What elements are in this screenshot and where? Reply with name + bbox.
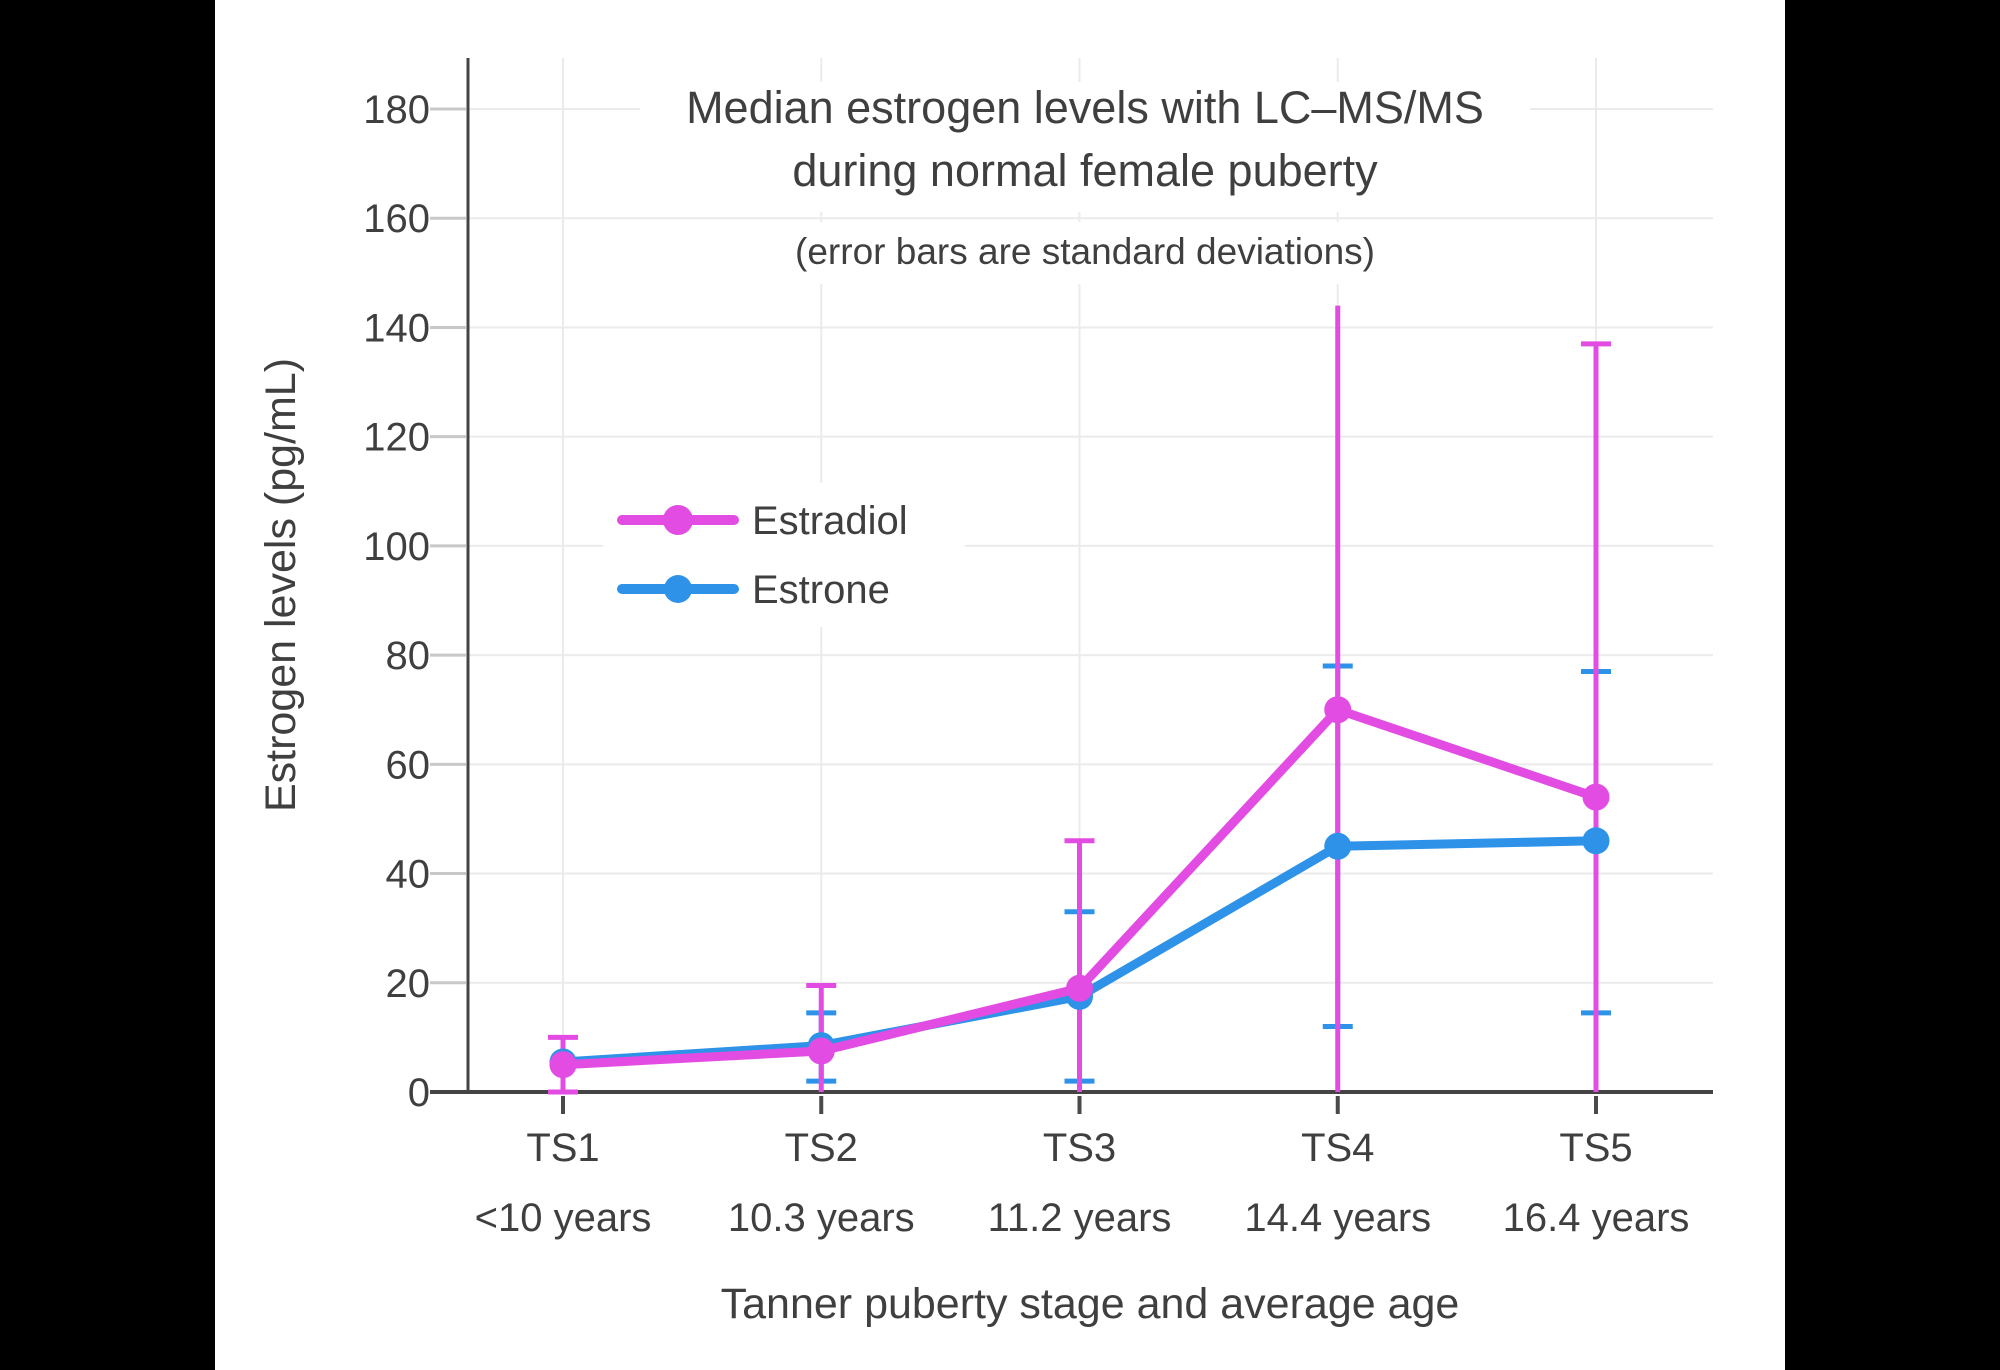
x-tick-label-age-TS5: 16.4 years <box>1503 1196 1690 1240</box>
y-tick-label-160: 160 <box>363 197 430 241</box>
y-tick-label-0: 0 <box>408 1071 430 1115</box>
legend-background <box>603 483 965 627</box>
series-layer <box>549 696 1610 1079</box>
x-tick-label-stage-TS2: TS2 <box>785 1126 858 1170</box>
legend-estrone-swatch-dot <box>664 575 692 603</box>
x-tick-label-stage-TS4: TS4 <box>1301 1126 1374 1170</box>
y-tick-label-20: 20 <box>386 962 431 1006</box>
data-point-estradiol-TS5 <box>1582 783 1610 811</box>
chart-title-line2: during normal female puberty <box>792 145 1378 196</box>
series-estradiol <box>549 696 1610 1079</box>
subtitle-background <box>770 222 1415 284</box>
legend-estradiol-label: Estradiol <box>752 499 908 543</box>
legend: Estradiol Estrone <box>603 483 965 627</box>
y-tick-label-60: 60 <box>386 743 431 787</box>
x-tick-label-age-TS4: 14.4 years <box>1244 1196 1431 1240</box>
y-axis-title: Estrogen levels (pg/mL) <box>257 358 305 812</box>
legend-estrone-label: Estrone <box>752 568 890 612</box>
axis-layer <box>430 58 1713 1114</box>
x-tick-label-stage-TS5: TS5 <box>1559 1126 1632 1170</box>
title-background <box>640 82 1530 212</box>
y-tick-label-180: 180 <box>363 88 430 132</box>
x-tick-label-age-TS1: <10 years <box>475 1196 652 1240</box>
y-tick-label-40: 40 <box>386 853 431 897</box>
data-point-estradiol-TS1 <box>549 1051 577 1079</box>
x-axis-title: Tanner puberty stage and average age <box>721 1280 1460 1328</box>
chart-subtitle: (error bars are standard deviations) <box>795 231 1375 272</box>
tick-label-layer: 0 20 40 60 80 100 120 140 160 180 TS1 <10 years TS2 1… <box>363 88 1689 1240</box>
y-tick-label-140: 140 <box>363 306 430 350</box>
data-point-estrone-TS4 <box>1324 832 1352 860</box>
legend-estradiol-swatch-dot <box>663 505 693 535</box>
data-point-estradiol-TS2 <box>807 1037 835 1065</box>
data-point-estradiol-TS4 <box>1324 696 1352 724</box>
y-tick-label-100: 100 <box>363 525 430 569</box>
x-tick-label-stage-TS3: TS3 <box>1043 1126 1116 1170</box>
data-point-estradiol-TS3 <box>1066 974 1093 1002</box>
x-tick-label-age-TS2: 10.3 years <box>728 1196 915 1240</box>
x-tick-label-age-TS3: 11.2 years <box>988 1196 1172 1240</box>
x-tick-label-stage-TS1: TS1 <box>526 1126 599 1170</box>
y-tick-label-80: 80 <box>386 634 431 678</box>
chart-title-line1: Median estrogen levels with LC–MS/MS <box>686 82 1484 133</box>
data-point-estrone-TS5 <box>1582 827 1610 855</box>
y-tick-label-120: 120 <box>363 416 430 460</box>
